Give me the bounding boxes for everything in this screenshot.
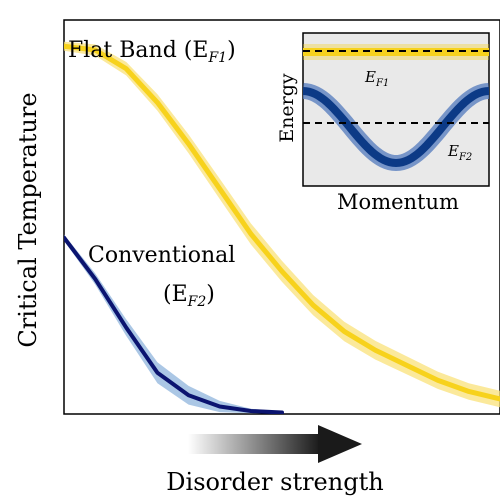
flat-band-label: Flat Band (EF1)	[68, 38, 236, 66]
inset-band-diagram: EF1 EF2 Energy Momentum	[276, 32, 490, 214]
inset-y-label: Energy	[276, 73, 298, 143]
series-0-line	[64, 43, 500, 402]
conventional-fermi-label: (EF2)	[163, 282, 215, 310]
flat-band-line	[303, 48, 489, 56]
series-1-uncertainty-band	[64, 234, 282, 414]
disorder-arrow	[188, 425, 362, 463]
conventional-label: Conventional	[88, 243, 235, 268]
x-axis-label: Disorder strength	[166, 468, 383, 496]
y-axis-label: Critical Temperature	[14, 92, 42, 347]
inset-fermi2-label: EF2	[447, 142, 472, 163]
inset-x-label: Momentum	[337, 190, 459, 214]
inset-fermi1-label: EF1	[364, 68, 389, 89]
series-1-line	[64, 235, 284, 414]
cosine-band-line	[303, 87, 489, 168]
